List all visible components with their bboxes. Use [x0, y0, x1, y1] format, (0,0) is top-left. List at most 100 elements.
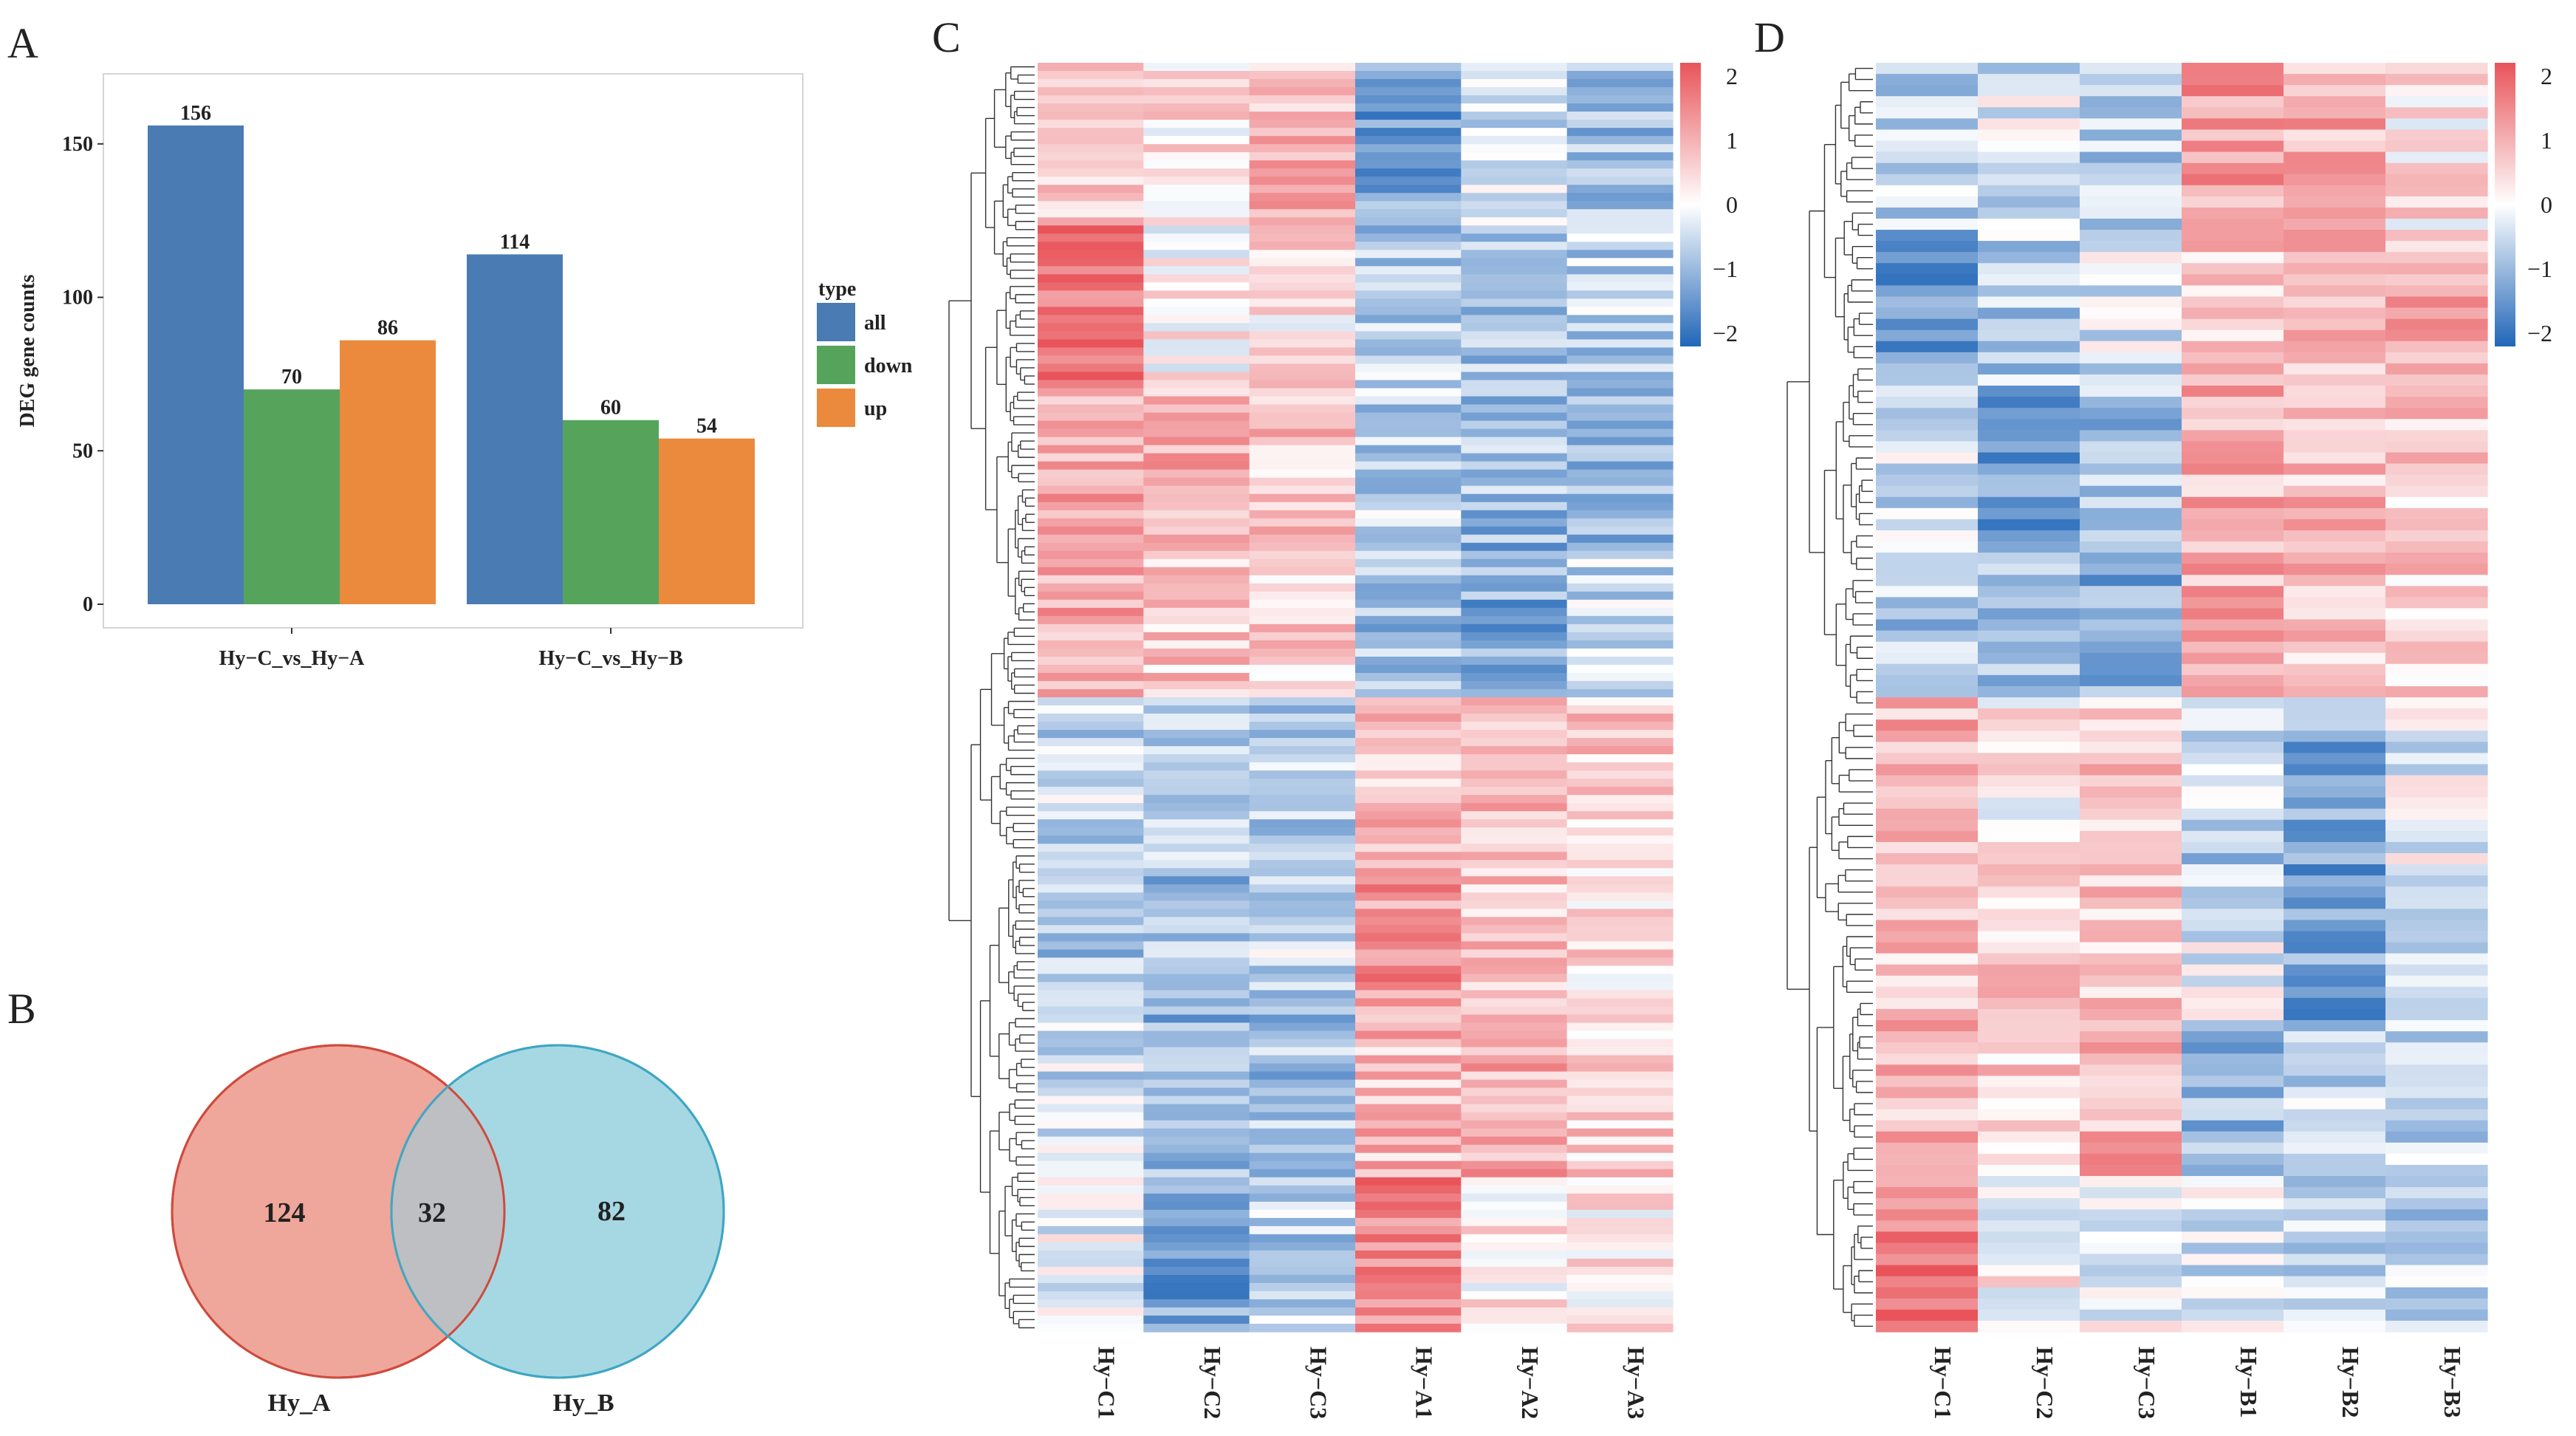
- heatmap-cell: [2284, 909, 2386, 921]
- heatmap-cell: [1143, 680, 1250, 690]
- heatmap-cell: [1249, 1152, 1356, 1162]
- heatmap-cell: [1038, 103, 1144, 112]
- heatmap-cell: [2080, 485, 2182, 498]
- heatmap-cell: [1038, 1039, 1144, 1048]
- heatmap-cell: [2080, 1087, 2182, 1099]
- heatmap-cell: [1143, 510, 1250, 519]
- heatmap-cell: [1566, 339, 1674, 349]
- column-label: Hy−C3: [1305, 1347, 1332, 1419]
- heatmap-cell: [1249, 827, 1356, 836]
- heatmap-cell: [2385, 218, 2488, 230]
- heatmap-cell: [1566, 811, 1674, 820]
- heatmap-cell: [1355, 388, 1462, 397]
- heatmap-cell: [1978, 1209, 2080, 1221]
- heatmap-cell: [1143, 453, 1250, 462]
- heatmap-cell: [1143, 672, 1250, 682]
- heatmap-cell: [2385, 1042, 2488, 1054]
- heatmap-cell: [1461, 298, 1568, 307]
- heatmap-cell: [1566, 819, 1674, 828]
- heatmap-cell: [1249, 242, 1356, 250]
- heatmap-cell: [2385, 1254, 2488, 1266]
- heatmap-cell: [1143, 762, 1250, 771]
- heatmap-cell: [1038, 461, 1144, 471]
- heatmap-cell: [1978, 207, 2080, 219]
- heatmap-cell: [1038, 1120, 1144, 1129]
- heatmap-cell: [1038, 168, 1144, 177]
- heatmap-cell: [1355, 79, 1462, 88]
- heatmap-cell: [1355, 746, 1462, 755]
- heatmap-cell: [1461, 95, 1568, 104]
- heatmap-cell: [1566, 1039, 1674, 1048]
- heatmap-cell: [1249, 892, 1356, 901]
- heatmap-cell: [1038, 372, 1144, 381]
- heatmap-cell: [1038, 266, 1144, 275]
- heatmap-cell: [1461, 738, 1568, 747]
- heatmap-cell: [1038, 120, 1144, 129]
- heatmap-cell: [1143, 1193, 1250, 1203]
- heatmap-cell: [1566, 1087, 1674, 1097]
- heatmap-cell: [1249, 250, 1356, 259]
- heatmap-cell: [1249, 282, 1356, 291]
- heatmap-cell: [1249, 315, 1356, 324]
- heatmap-cell: [2385, 764, 2488, 776]
- heatmap-cell: [1355, 209, 1462, 218]
- heatmap-cell: [1249, 917, 1356, 926]
- heatmap-cell: [2385, 830, 2488, 843]
- heatmap-cell: [1461, 1201, 1568, 1211]
- heatmap-cell: [1461, 266, 1568, 275]
- heatmap-cell: [1143, 1136, 1250, 1146]
- heatmap-cell: [1461, 1193, 1568, 1203]
- heatmap-cell: [1355, 1030, 1462, 1040]
- heatmap-cell: [2385, 797, 2488, 810]
- heatmap-cell: [2182, 274, 2284, 287]
- heatmap-cell: [1566, 1258, 1674, 1268]
- heatmap-cell: [1876, 129, 1979, 142]
- heatmap-cell: [1876, 352, 1979, 364]
- heatmap-cell: [2284, 274, 2386, 287]
- heatmap-cell: [1143, 152, 1250, 161]
- heatmap-cell: [1876, 341, 1979, 353]
- heatmap-cell: [1249, 957, 1356, 967]
- heatmap-cell: [2080, 898, 2182, 909]
- heatmap-cell: [1566, 998, 1674, 1008]
- heatmap-cell: [1355, 453, 1462, 462]
- heatmap-cell: [1355, 1055, 1462, 1064]
- heatmap-cell: [1355, 941, 1462, 950]
- heatmap-cell: [1355, 1299, 1462, 1308]
- heatmap-cell: [2284, 575, 2386, 587]
- heatmap-cell: [1038, 1201, 1144, 1211]
- heatmap-cell: [1566, 688, 1674, 698]
- heatmap-cell: [1876, 641, 1979, 654]
- heatmap-cell: [1038, 876, 1144, 885]
- heatmap-cell: [1038, 697, 1144, 706]
- heatmap-cell: [2080, 263, 2182, 275]
- heatmap-cell: [1143, 1274, 1250, 1284]
- venn-outline-hy-a: [171, 1044, 506, 1379]
- heatmap-cell: [2385, 74, 2488, 86]
- heatmap-cell: [1143, 868, 1250, 877]
- column-label: Hy−A2: [1517, 1347, 1544, 1419]
- heatmap-cell: [1566, 493, 1674, 503]
- heatmap-cell: [1978, 630, 2080, 643]
- heatmap-cell: [2080, 1309, 2182, 1322]
- heatmap-cell: [1566, 933, 1674, 942]
- heatmap-cell: [1978, 742, 2080, 753]
- heatmap-cell: [1038, 445, 1144, 454]
- heatmap-cell: [1566, 1266, 1674, 1276]
- heatmap-cell: [2385, 85, 2488, 97]
- heatmap-cell: [1566, 542, 1674, 552]
- heatmap-cell: [1461, 982, 1568, 991]
- heatmap-cell: [1876, 942, 1979, 954]
- heatmap-cell: [1143, 730, 1250, 739]
- heatmap-cell: [1038, 632, 1144, 641]
- heatmap-cell: [1249, 949, 1356, 959]
- heatmap-cell: [1143, 1160, 1250, 1170]
- heatmap-cell: [2284, 107, 2386, 119]
- heatmap-cell: [1461, 1160, 1568, 1170]
- heatmap-cell: [1978, 1231, 2080, 1244]
- heatmap-cell: [1461, 1177, 1568, 1186]
- heatmap-cell: [2385, 452, 2488, 465]
- heatmap-cell: [1978, 1298, 2080, 1310]
- heatmap-cell: [1355, 1120, 1462, 1129]
- heatmap-cell: [1461, 1047, 1568, 1056]
